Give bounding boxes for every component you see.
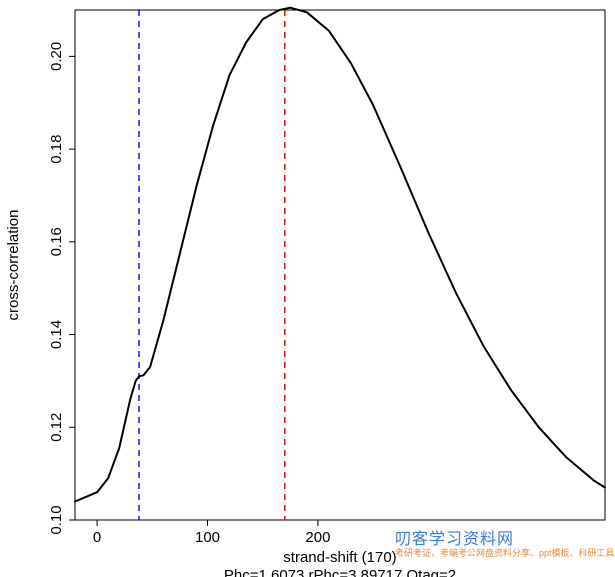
y-tick-label: 0.12 <box>48 413 65 442</box>
watermark-main-text: 叨客学习资料网 <box>395 530 514 548</box>
watermark-sub-text: 考研考证、考编考公网盘资料分享、ppt模板、科研工具箱 <box>395 547 615 558</box>
x-axis-ticks: 0 100 200 <box>93 520 331 546</box>
y-axis-label: cross-correlation <box>5 210 22 321</box>
watermark: 叨客学习资料网 考研考证、考编考公网盘资料分享、ppt模板、科研工具箱 <box>395 530 615 558</box>
chart-container: cross-correlation 0.100.120.140.160.180.… <box>0 0 615 577</box>
x-tick-label: 200 <box>305 529 330 546</box>
cross-correlation-line <box>75 8 605 502</box>
x-axis-label: strand-shift (170) <box>283 549 396 566</box>
chart-caption: Phc=1.6073 rPhc=3.89717 Qtag=2 <box>224 567 456 577</box>
chart-svg: cross-correlation 0.100.120.140.160.180.… <box>0 0 615 577</box>
y-axis-label-group: cross-correlation <box>5 210 22 321</box>
reference-lines <box>139 10 285 520</box>
x-tick-label: 100 <box>195 529 220 546</box>
y-tick-label: 0.14 <box>48 320 65 349</box>
y-tick-label: 0.20 <box>48 42 65 71</box>
y-tick-label: 0.18 <box>48 134 65 163</box>
plot-border <box>75 10 605 520</box>
y-axis-ticks: 0.10 0.12 0.14 0.16 0.18 0.20 <box>48 42 75 535</box>
x-tick-label: 0 <box>93 529 101 546</box>
y-tick-label: 0.16 <box>48 227 65 256</box>
y-tick-label: 0.10 <box>48 505 65 534</box>
